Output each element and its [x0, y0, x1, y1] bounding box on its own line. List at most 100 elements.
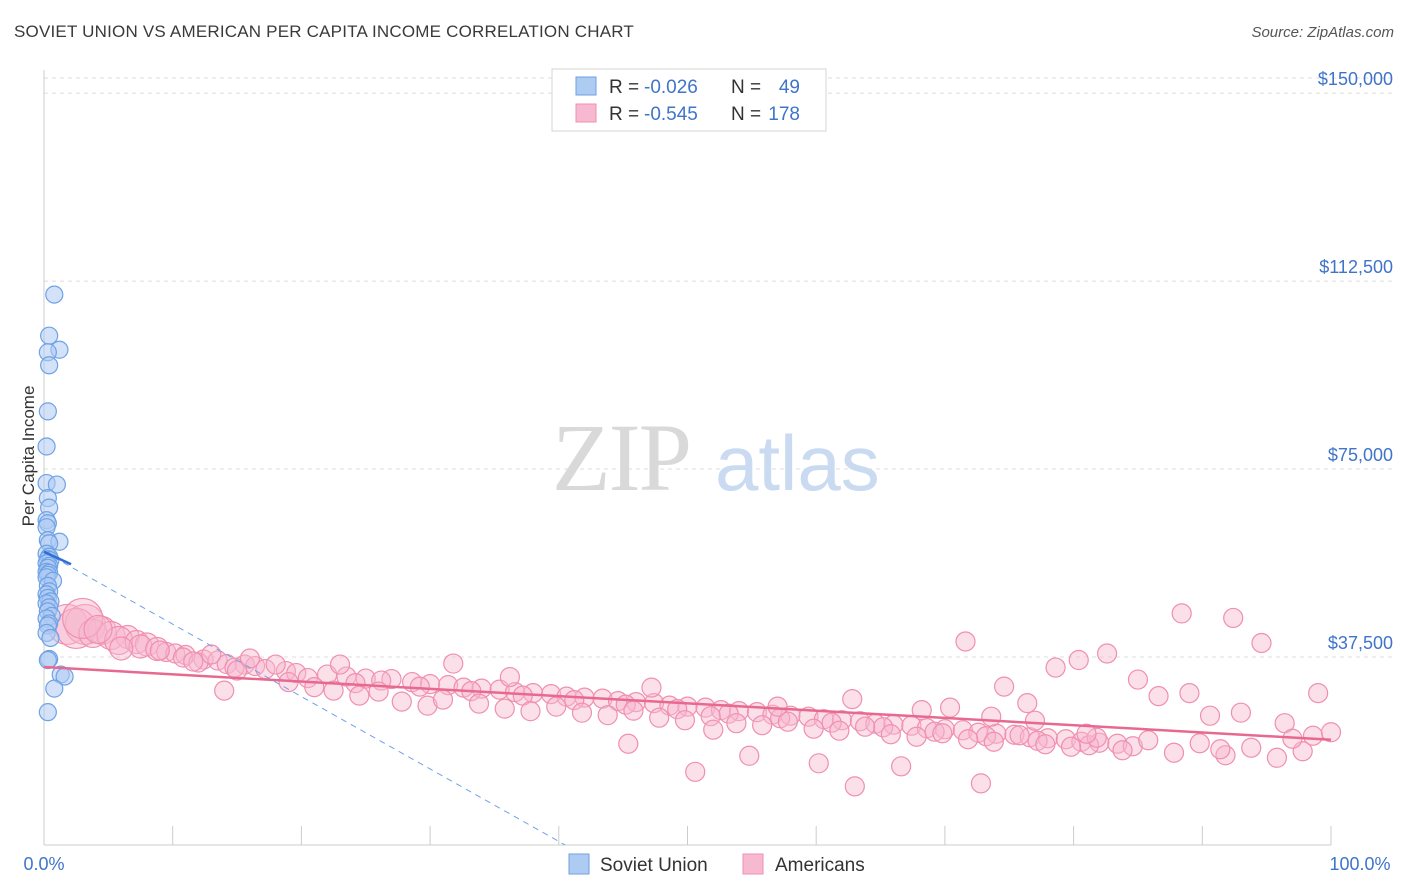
- american-point: [1035, 734, 1056, 755]
- american-point: [983, 731, 1004, 752]
- legend-n-label-soviet: N =: [731, 77, 761, 98]
- series-legend: Soviet Union Americans: [568, 853, 865, 876]
- legend-n-label-americans: N =: [731, 104, 761, 125]
- american-point: [443, 653, 464, 674]
- american-point: [417, 695, 438, 716]
- american-point: [349, 685, 370, 706]
- american-point: [409, 676, 430, 697]
- american-point: [1068, 649, 1089, 671]
- chart-title: SOVIET UNION VS AMERICAN PER CAPITA INCO…: [14, 22, 635, 41]
- bottom-legend-label-americans: Americans: [775, 855, 865, 876]
- american-point: [323, 680, 344, 701]
- american-point: [970, 773, 992, 794]
- american-point: [891, 756, 912, 777]
- american-point: [739, 745, 760, 766]
- legend-r-label-americans: R =: [609, 104, 639, 125]
- american-point: [226, 660, 248, 681]
- american-point: [468, 693, 490, 714]
- y-tick-label: $37,500: [1328, 633, 1393, 653]
- american-point: [391, 691, 412, 712]
- american-point: [1199, 705, 1221, 726]
- american-point: [649, 707, 670, 728]
- trend-lines: [43, 550, 1332, 846]
- soviet-trend-line: [43, 550, 72, 566]
- y-axis-label: Per Capita Income: [19, 386, 38, 527]
- legend-r-value-soviet: -0.026: [644, 77, 698, 98]
- american-point: [1241, 737, 1262, 758]
- x-tick-label-min: 0.0%: [23, 854, 64, 874]
- american-point: [571, 702, 593, 723]
- american-point: [1009, 725, 1030, 746]
- american-point: [201, 644, 222, 665]
- bottom-legend-swatch-soviet: [568, 853, 590, 875]
- american-point: [1148, 686, 1169, 707]
- american-point: [546, 696, 567, 717]
- american-point: [667, 699, 688, 720]
- american-point: [1266, 747, 1288, 768]
- american-point: [1045, 657, 1066, 678]
- american-point: [1189, 733, 1210, 754]
- soviet-extended-trend-line: [43, 551, 566, 846]
- american-point: [1171, 603, 1192, 624]
- american-point: [149, 640, 170, 661]
- american-point: [752, 715, 773, 736]
- legend-n-value-americans: 178: [768, 104, 800, 125]
- correlation-legend: R = -0.026 N = 49 R = -0.545 N = 178: [551, 68, 827, 132]
- american-point: [1138, 730, 1159, 751]
- american-point: [808, 753, 829, 774]
- american-point: [499, 666, 520, 688]
- american-point: [1210, 739, 1231, 760]
- soviet-point: [38, 402, 57, 421]
- american-point: [855, 716, 876, 737]
- american-point: [939, 697, 961, 718]
- american-point: [1251, 632, 1272, 654]
- americans-series: [46, 597, 1342, 797]
- american-point: [803, 718, 824, 739]
- american-point: [911, 700, 932, 721]
- american-point: [880, 724, 901, 745]
- watermark-atlas: atlas: [715, 419, 880, 507]
- american-point: [641, 677, 662, 698]
- american-point: [685, 761, 706, 782]
- american-point: [906, 726, 927, 747]
- american-point: [981, 706, 1002, 727]
- american-point: [777, 711, 798, 732]
- american-point: [844, 776, 865, 797]
- soviet-union-series: [37, 285, 74, 722]
- x-axis-ticks: [172, 826, 1332, 845]
- american-point: [1112, 740, 1133, 761]
- american-point: [1308, 683, 1329, 704]
- american-point: [83, 614, 113, 645]
- american-point: [829, 720, 850, 741]
- y-tick-label: $150,000: [1318, 69, 1393, 89]
- american-point: [1223, 607, 1244, 629]
- american-point: [1060, 736, 1082, 757]
- american-point: [674, 710, 696, 731]
- american-point: [955, 631, 976, 652]
- soviet-point: [47, 475, 66, 494]
- american-point: [957, 729, 979, 750]
- american-point: [932, 723, 953, 744]
- soviet-point: [41, 628, 60, 648]
- american-point: [183, 651, 204, 672]
- soviet-point: [38, 650, 57, 670]
- american-point: [1127, 669, 1149, 690]
- american-point: [994, 676, 1015, 697]
- american-point: [1024, 710, 1046, 731]
- american-point: [214, 680, 235, 701]
- american-point: [1320, 722, 1342, 743]
- soviet-point: [40, 326, 59, 345]
- y-axis-tick-labels: $37,500 $75,000 $112,500 $150,000: [1318, 69, 1393, 653]
- american-point: [623, 700, 644, 721]
- american-point: [767, 696, 788, 717]
- american-point: [329, 654, 351, 675]
- soviet-point: [45, 285, 64, 304]
- americans-trend-line: [43, 665, 1332, 741]
- bottom-legend-swatch-americans: [742, 853, 764, 875]
- legend-n-value-soviet: 49: [779, 77, 800, 98]
- american-point: [1076, 723, 1097, 744]
- watermark-zip: ZIP: [552, 404, 690, 511]
- american-point: [520, 701, 541, 722]
- watermark: ZIP atlas: [552, 404, 880, 511]
